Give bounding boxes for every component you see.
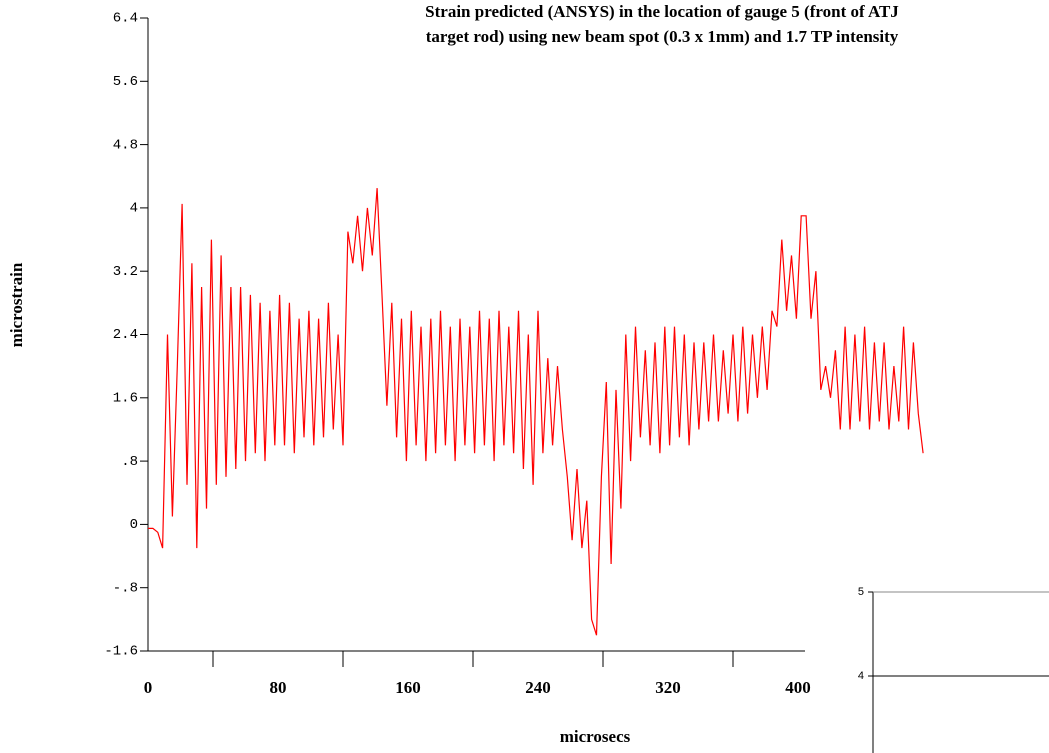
y-tick-label: 4	[130, 201, 138, 217]
x-tick-label: 400	[785, 678, 811, 697]
y-tick-label: 0	[130, 517, 138, 533]
y-tick-label: 6.4	[113, 11, 138, 27]
y-tick-label: 5.6	[113, 74, 138, 90]
y-tick-label: -.8	[113, 580, 138, 596]
x-axis-label: microsecs	[560, 727, 631, 746]
y-tick-label: .8	[121, 454, 138, 470]
chart-title: target rod) using new beam spot (0.3 x 1…	[426, 27, 899, 46]
inset-background	[848, 580, 1049, 753]
y-tick-label: 3.2	[113, 264, 138, 280]
y-axis-label: microstrain	[7, 262, 26, 347]
x-tick-label: 160	[395, 678, 421, 697]
x-tick-label: 320	[655, 678, 681, 697]
y-tick-label: 2.4	[113, 327, 138, 343]
x-tick-label: 80	[270, 678, 287, 697]
data-line	[148, 188, 924, 636]
x-tick-label: 240	[525, 678, 551, 697]
y-tick-label: -1.6	[104, 644, 138, 660]
inset-y-tick-label: 5	[858, 586, 864, 598]
chart-title: Strain predicted (ANSYS) in the location…	[425, 2, 899, 21]
inset-y-tick-label: 4	[858, 670, 864, 682]
y-tick-label: 1.6	[113, 391, 138, 407]
x-tick-label: 0	[144, 678, 153, 697]
y-tick-label: 4.8	[113, 137, 138, 153]
